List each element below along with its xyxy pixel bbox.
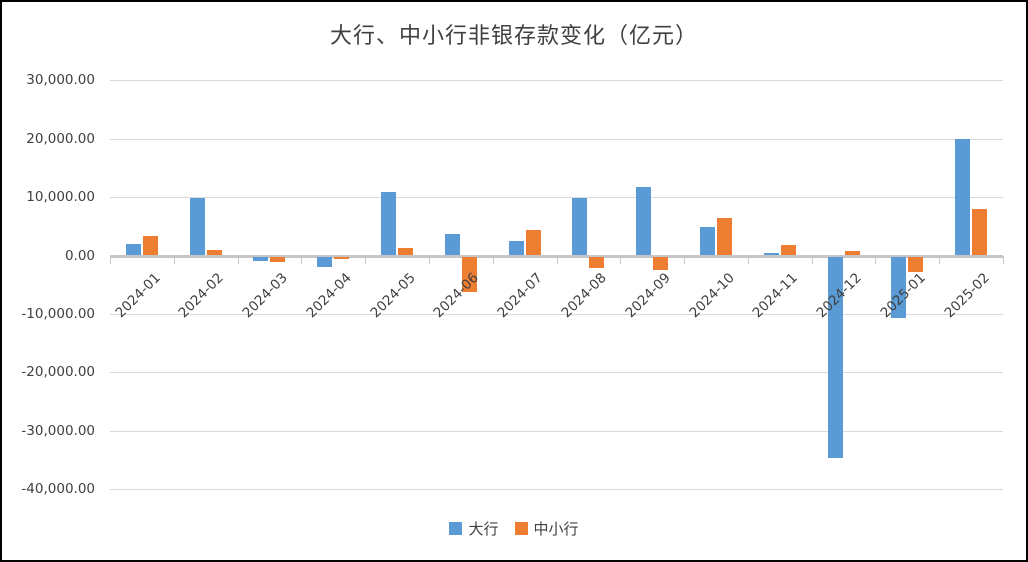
x-axis-tick <box>301 255 303 264</box>
legend-item-large-banks: 大行 <box>449 518 499 539</box>
bar-small-medium-banks <box>398 248 414 256</box>
bar-large-banks <box>444 234 460 256</box>
bar-large-banks <box>381 192 397 256</box>
x-axis-tick <box>1003 255 1004 264</box>
bar-small-medium-banks <box>589 256 605 269</box>
bar-large-banks <box>572 198 588 256</box>
y-axis-label: 30,000.00 <box>26 72 95 89</box>
x-axis-tick <box>365 255 367 264</box>
gridline <box>110 80 1003 82</box>
chart-title: 大行、中小行非银存款变化（亿元） <box>329 24 698 49</box>
bar-large-banks <box>891 256 907 319</box>
bar-large-banks <box>317 256 333 267</box>
bar-large-banks <box>253 256 269 261</box>
bar-large-banks <box>125 243 141 256</box>
gridline <box>110 489 1003 491</box>
y-axis-label: -30,000.00 <box>21 422 95 439</box>
bar-large-banks <box>763 252 779 256</box>
legend-label-small-medium-banks: 中小行 <box>533 520 579 538</box>
x-axis-tick <box>428 255 430 264</box>
bar-small-medium-banks <box>716 218 732 256</box>
y-axis-label: 20,000.00 <box>26 130 95 147</box>
bar-small-medium-banks <box>461 256 477 292</box>
x-axis-tick <box>875 255 877 264</box>
gridline <box>110 138 1003 140</box>
bar-large-banks <box>636 187 652 256</box>
x-axis-tick <box>237 255 239 264</box>
x-axis-tick <box>173 255 175 264</box>
bar-large-banks <box>827 256 843 458</box>
y-axis-label: -20,000.00 <box>21 364 95 381</box>
bar-small-medium-banks <box>972 208 988 256</box>
gridline <box>110 430 1003 432</box>
bar-large-banks <box>955 138 971 256</box>
y-axis-label: 0.00 <box>64 247 95 264</box>
legend-swatch-small-medium-banks <box>514 522 528 535</box>
bar-small-medium-banks <box>142 236 158 256</box>
legend-swatch-large-banks <box>449 522 463 535</box>
bar-small-medium-banks <box>653 256 669 270</box>
gridline <box>110 197 1003 199</box>
bar-small-medium-banks <box>270 256 286 262</box>
x-axis-tick <box>939 255 941 264</box>
x-axis-tick <box>492 255 494 264</box>
legend: 大行 中小行 <box>2 518 1026 539</box>
legend-item-small-medium-banks: 中小行 <box>514 518 579 539</box>
y-axis-label: -40,000.00 <box>21 481 95 498</box>
gridline <box>110 313 1003 315</box>
bar-small-medium-banks <box>525 230 541 256</box>
bar-large-banks <box>508 241 524 256</box>
x-axis-tick <box>811 255 813 264</box>
bar-small-medium-banks <box>334 256 350 259</box>
y-axis-label: 10,000.00 <box>26 189 95 206</box>
x-axis-tick <box>684 255 686 264</box>
bar-small-medium-banks <box>780 244 796 256</box>
x-axis-tick <box>747 255 749 264</box>
bar-large-banks <box>189 198 205 256</box>
bar-small-medium-banks <box>844 250 860 256</box>
bar-small-medium-banks <box>908 256 924 273</box>
gridline <box>110 372 1003 374</box>
x-axis-tick <box>620 255 622 264</box>
legend-label-large-banks: 大行 <box>468 520 499 538</box>
y-axis-label: -10,000.00 <box>21 305 95 322</box>
x-axis-tick <box>110 255 111 264</box>
bar-large-banks <box>699 227 715 256</box>
bar-small-medium-banks <box>206 249 222 256</box>
x-axis-tick <box>556 255 558 264</box>
